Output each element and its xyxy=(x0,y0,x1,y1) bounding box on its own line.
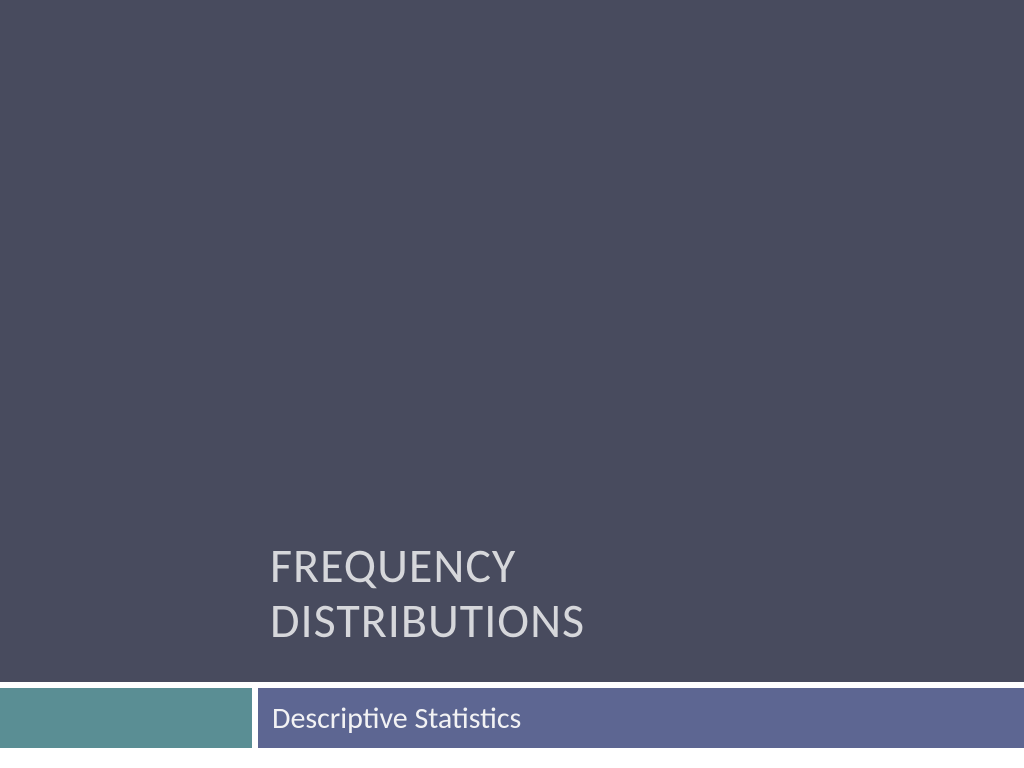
accent-color-block xyxy=(0,688,252,748)
main-background-panel: FREQUENCY DISTRIBUTIONS xyxy=(0,0,1024,682)
subtitle-bar: Descriptive Statistics xyxy=(258,688,1024,748)
slide-title: FREQUENCY DISTRIBUTIONS xyxy=(270,538,585,648)
slide-subtitle: Descriptive Statistics xyxy=(272,700,521,737)
title-line-1: FREQUENCY xyxy=(270,538,585,593)
bottom-margin xyxy=(0,748,1024,768)
title-line-2: DISTRIBUTIONS xyxy=(270,593,585,648)
bottom-bar: Descriptive Statistics xyxy=(0,688,1024,748)
presentation-slide: FREQUENCY DISTRIBUTIONS Descriptive Stat… xyxy=(0,0,1024,768)
